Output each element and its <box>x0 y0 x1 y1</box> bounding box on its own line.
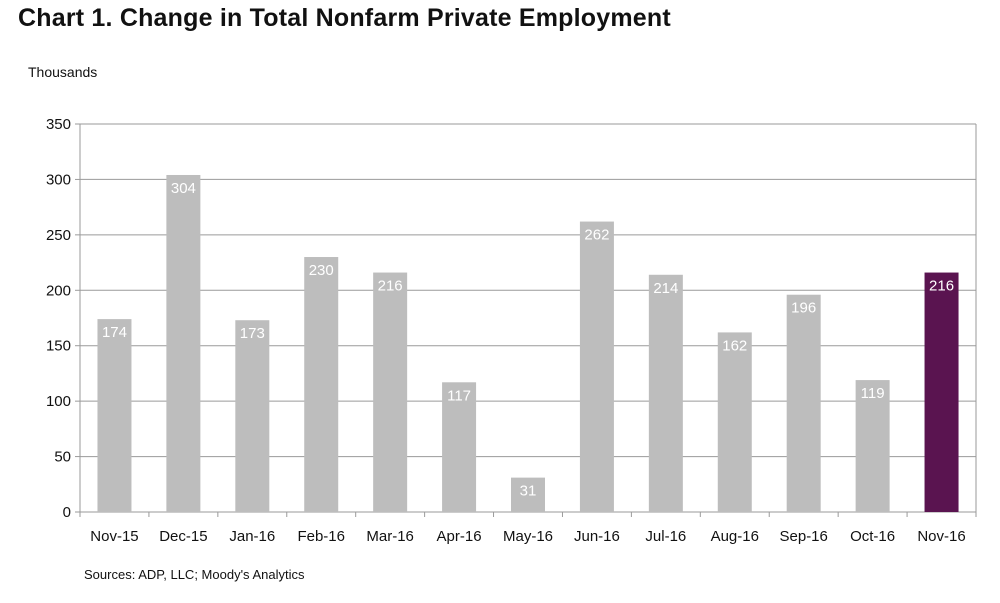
bar-may-16 <box>511 477 545 512</box>
data-label: 214 <box>653 280 678 297</box>
x-tick-label: Jan-16 <box>229 528 275 545</box>
x-tick-label: Nov-15 <box>90 528 138 545</box>
data-label: 117 <box>447 387 471 404</box>
data-label: 162 <box>722 337 747 354</box>
bar-apr-16 <box>442 382 477 512</box>
data-label: 262 <box>584 227 609 244</box>
x-axis-ticks: Nov-15 Dec-15 Jan-16 Feb-16 Mar-16 Apr-16 May-… <box>90 528 965 545</box>
source-note: Sources: ADP, LLC; Moody's Analytics <box>84 567 305 582</box>
x-tick-label: Oct-16 <box>850 528 895 545</box>
bar-jun-16 <box>579 221 614 512</box>
data-label: 230 <box>309 262 334 279</box>
gridlines <box>75 123 977 517</box>
x-tick-label: Mar-16 <box>366 528 414 545</box>
data-label: 31 <box>520 483 537 500</box>
x-tick-label: Nov-16 <box>917 528 965 545</box>
x-tick-label: Dec-15 <box>159 528 207 545</box>
x-tick-label: Jun-16 <box>574 528 620 545</box>
y-tick-label: 300 <box>46 171 71 188</box>
x-tick-label: Sep-16 <box>780 528 828 545</box>
bar-feb-16 <box>304 257 339 512</box>
y-tick-label: 200 <box>46 282 71 299</box>
x-tick-label: Aug-16 <box>711 528 759 545</box>
x-tick-label: Feb-16 <box>297 528 345 545</box>
y-tick-label: 150 <box>46 338 71 355</box>
bar-dec-15 <box>166 174 201 512</box>
data-label: 173 <box>240 325 265 342</box>
bars <box>97 174 959 512</box>
chart-title: Chart 1. Change in Total Nonfarm Private… <box>18 4 671 32</box>
bar-nov-15 <box>97 319 132 512</box>
data-labels: 174 304 173 230 216 117 31 262 214 162 196 119 216 <box>102 180 954 500</box>
bar-mar-16 <box>373 272 408 512</box>
x-tick-label: Jul-16 <box>645 528 686 545</box>
bar-nov-16 <box>924 272 959 512</box>
data-label: 119 <box>861 385 885 402</box>
bar-aug-16 <box>717 332 752 512</box>
y-axis-ticks: 0 50 100 150 200 250 300 350 <box>46 116 71 521</box>
data-label: 304 <box>171 180 196 197</box>
bar-oct-16 <box>855 380 890 512</box>
data-label: 216 <box>378 278 403 295</box>
bar-jan-16 <box>235 320 270 512</box>
bar-jul-16 <box>648 274 683 512</box>
x-tick-label: Apr-16 <box>437 528 482 545</box>
data-label: 216 <box>929 278 954 295</box>
y-unit-label: Thousands <box>28 64 98 80</box>
data-label: 196 <box>791 300 816 317</box>
y-tick-label: 0 <box>63 504 71 521</box>
y-tick-label: 50 <box>54 449 71 466</box>
y-tick-label: 350 <box>46 116 71 133</box>
y-tick-label: 250 <box>46 227 71 244</box>
y-tick-label: 100 <box>46 393 71 410</box>
data-label: 174 <box>102 324 127 341</box>
x-tick-label: May-16 <box>503 528 553 545</box>
bar-sep-16 <box>786 294 821 512</box>
